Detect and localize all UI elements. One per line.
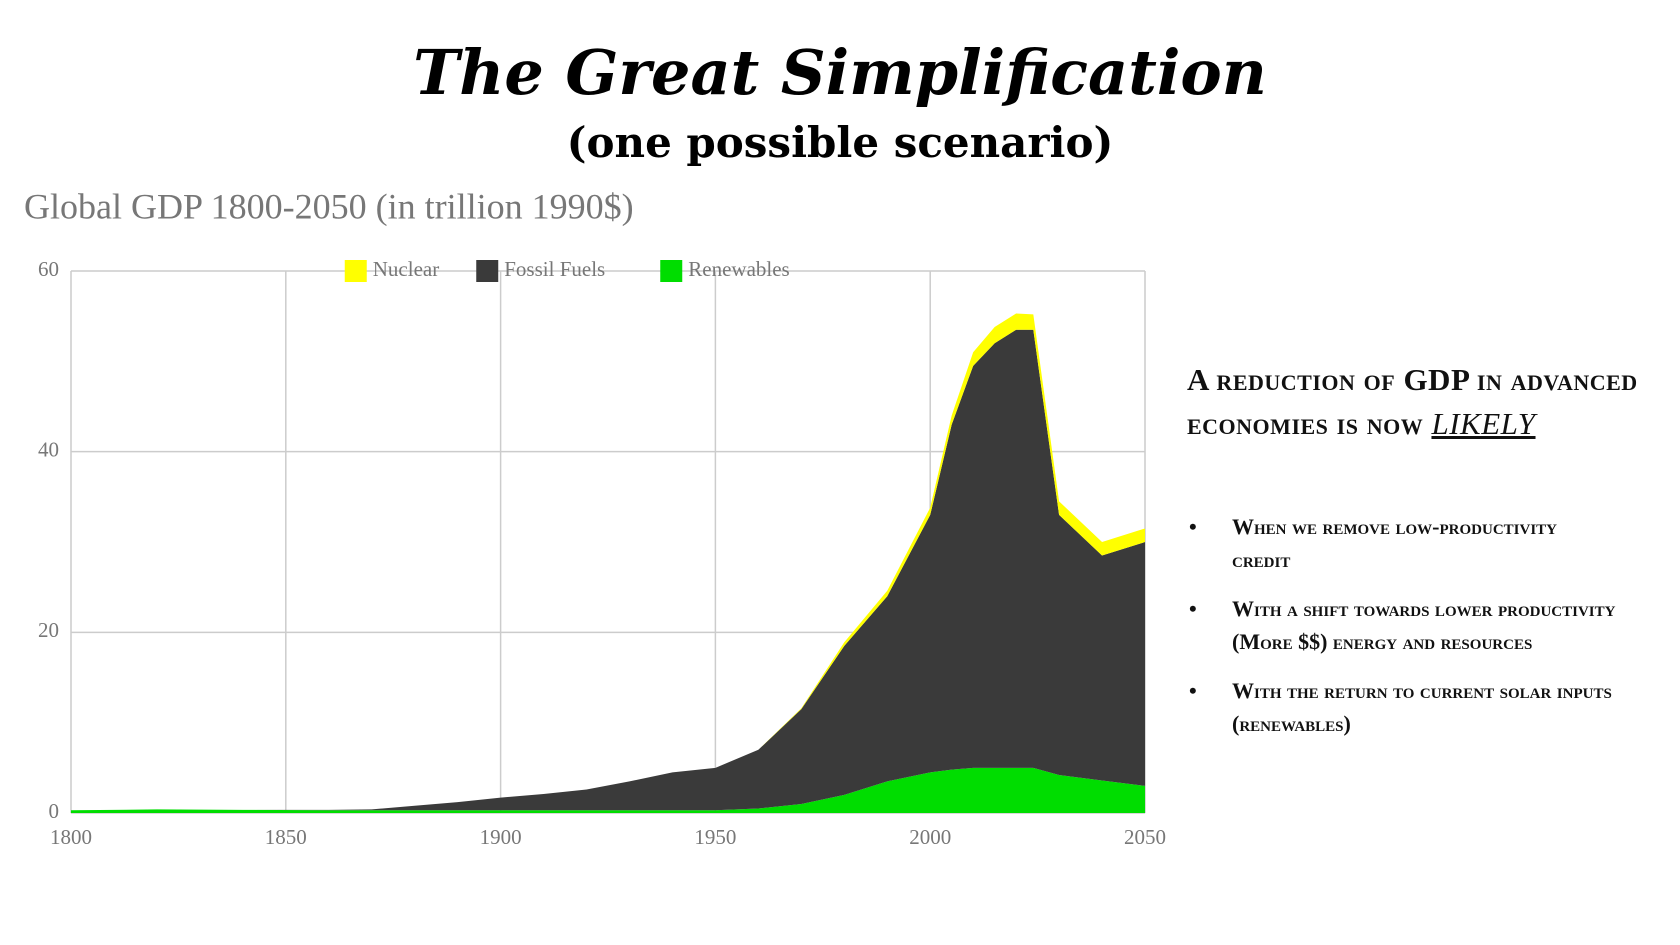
headline-emphasis: LIKELY — [1431, 406, 1536, 441]
bullet-list: When we remove low-productivity credit W… — [1187, 510, 1657, 756]
y-tick-label: 40 — [38, 437, 59, 461]
legend-label: Fossil Fuels — [504, 257, 605, 281]
legend-swatch — [476, 260, 499, 282]
bullet: When we remove low-productivity credit — [1187, 510, 1562, 576]
slide-subtitle: (one possible scenario) — [566, 118, 1114, 167]
legend-swatch — [660, 260, 683, 282]
x-tick-label: 2050 — [1124, 825, 1166, 849]
bullet: With the return to current solar inputs … — [1187, 674, 1652, 740]
x-tick-label: 1900 — [480, 825, 522, 849]
y-tick-label: 60 — [38, 257, 59, 281]
x-tick-label: 1800 — [50, 825, 92, 849]
headline-text: A reduction of GDP in advanced economies… — [1187, 362, 1638, 441]
slide-title: The Great Simplification — [413, 36, 1267, 109]
legend-label: Renewables — [688, 257, 789, 281]
headline: A reduction of GDP in advanced economies… — [1187, 358, 1657, 446]
area — [71, 329, 1145, 811]
y-tick-label: 20 — [38, 618, 59, 642]
x-tick-label: 1850 — [265, 825, 307, 849]
legend-swatch — [344, 260, 367, 282]
chart-title: Global GDP 1800-2050 (in trillion 1990$) — [24, 186, 634, 226]
legend-label: Nuclear — [373, 257, 439, 281]
bullet: With a shift towards lower productivity … — [1187, 592, 1632, 658]
y-tick-label: 0 — [49, 799, 60, 823]
area — [71, 767, 1145, 813]
x-tick-label: 1950 — [694, 825, 736, 849]
x-tick-label: 2000 — [909, 825, 951, 849]
